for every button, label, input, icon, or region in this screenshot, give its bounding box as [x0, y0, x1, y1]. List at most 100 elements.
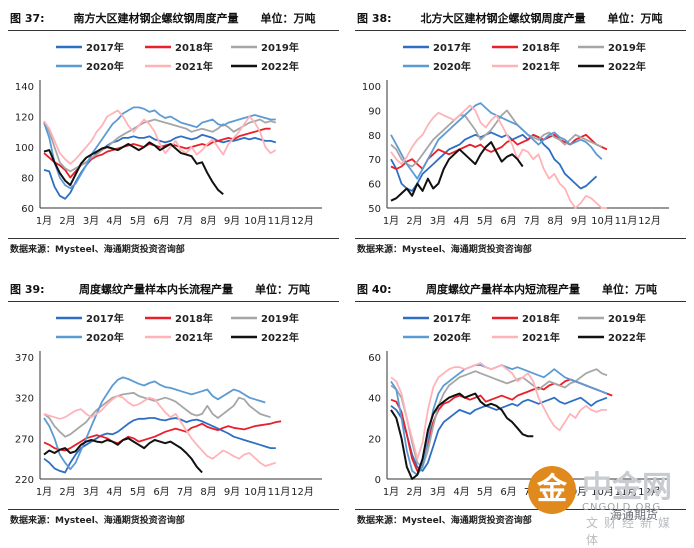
x-tick-label: 1月 — [36, 215, 52, 227]
chart-panel-fig39: 图 39: 周度螺纹产量样本内长流程产量 单位：万吨 220 270 320 370 1… — [0, 271, 347, 541]
figure-number: 图 40: — [357, 283, 392, 296]
legend-label: 2020年 — [86, 331, 124, 344]
legend-label: 2020年 — [433, 60, 471, 73]
x-tick-label: 1月 — [383, 215, 399, 227]
x-tick-label: 12月 — [638, 215, 661, 227]
series-line-2022 — [43, 437, 203, 474]
x-tick-label: 7月 — [177, 486, 193, 498]
series-line-2018 — [43, 420, 282, 452]
series-line-2021 — [43, 395, 277, 467]
legend-label: 2020年 — [433, 331, 471, 344]
x-tick-label: 8月 — [547, 215, 563, 227]
series-line-2019 — [390, 109, 603, 168]
legend-label: 2019年 — [608, 41, 646, 54]
x-tick-label: 6月 — [153, 215, 169, 227]
series-line-2021 — [43, 109, 277, 165]
y-tick-label: 270 — [15, 434, 34, 445]
chart-title: 南方大区建材钢企螺纹钢周度产量 单位：万吨 — [73, 12, 316, 25]
legend-label: 2018年 — [175, 41, 213, 54]
x-tick-label: 6月 — [500, 486, 516, 498]
series-line-2020 — [43, 106, 276, 190]
y-tick-label: 60 — [368, 180, 381, 191]
title-rule — [355, 301, 686, 302]
x-tick-label: 3月 — [83, 215, 99, 227]
chart-title-row: 图 38: 北方大区建材钢企螺纹钢周度产量 单位：万吨 — [357, 8, 686, 28]
y-tick-label: 80 — [368, 131, 381, 142]
title-rule — [8, 30, 339, 31]
series-line-2017 — [43, 417, 276, 474]
y-tick-label: 320 — [15, 394, 34, 405]
source-rule — [8, 238, 339, 239]
x-tick-label: 11月 — [268, 486, 291, 498]
series-line-2019 — [43, 391, 271, 438]
legend-label: 2017年 — [433, 41, 471, 54]
legend-label: 2019年 — [261, 41, 299, 54]
x-tick-label: 7月 — [524, 215, 540, 227]
y-tick-label: 50 — [368, 204, 381, 215]
y-tick-label: 120 — [15, 113, 34, 124]
source-rule — [8, 509, 339, 510]
source-note: 数据来源：Mysteel、海通期货投资咨询部 — [10, 516, 185, 526]
y-tick-label: 100 — [362, 82, 381, 93]
x-tick-label: 6月 — [153, 486, 169, 498]
logo-name: 中金网 — [582, 470, 672, 505]
line-chart-fig39: 220 270 320 370 1月 2月 3月 4月 5月 6月 7月 8月 9月 10月 11月 12月 2… — [15, 312, 322, 498]
x-tick-label: 12月 — [638, 486, 661, 498]
legend-label: 2019年 — [608, 312, 646, 325]
y-tick-label: 0 — [375, 475, 381, 486]
x-tick-label: 9月 — [224, 215, 240, 227]
x-tick-label: 6月 — [500, 215, 516, 227]
y-tick-label: 60 — [368, 353, 381, 364]
x-tick-label: 1月 — [36, 486, 52, 498]
x-tick-label: 8月 — [200, 486, 216, 498]
series-line-2021 — [390, 104, 607, 209]
x-tick-label: 5月 — [477, 215, 493, 227]
legend-label: 2019年 — [261, 312, 299, 325]
legend-label: 2020年 — [86, 60, 124, 73]
legend-label: 2022年 — [608, 60, 646, 73]
source-note: 数据来源：Mysteel、海通期货投资咨询部 — [10, 245, 185, 255]
y-tick-label: 140 — [15, 82, 34, 93]
legend-label: 2017年 — [433, 312, 471, 325]
x-tick-label: 3月 — [430, 215, 446, 227]
x-tick-label: 10月 — [244, 215, 267, 227]
x-tick-label: 3月 — [83, 486, 99, 498]
series-line-2022 — [390, 141, 524, 202]
legend-label: 2017年 — [86, 312, 124, 325]
x-tick-label: 5月 — [130, 215, 146, 227]
y-tick-label: 100 — [15, 143, 34, 154]
x-tick-label: 11月 — [615, 215, 638, 227]
legend-label: 2021年 — [522, 331, 560, 344]
x-tick-label: 10月 — [244, 486, 267, 498]
y-tick-label: 70 — [368, 155, 381, 166]
watermark-logo: 金 中金网 CNGOLD.ORG 文财经新媒体 — [528, 460, 688, 547]
chart-title: 北方大区建材钢企螺纹钢周度产量 单位：万吨 — [420, 12, 663, 25]
x-tick-label: 11月 — [615, 486, 638, 498]
x-tick-label: 7月 — [177, 215, 193, 227]
legend-label: 2018年 — [175, 312, 213, 325]
x-tick-label: 1月 — [383, 486, 399, 498]
y-tick-label: 60 — [21, 204, 34, 215]
line-chart-fig37: 60 80 100 120 140 1月 2月 3月 4月 5月 6月 7月 8月 9月 10月 11月 12月… — [15, 41, 322, 227]
figure-number: 图 39: — [10, 283, 45, 296]
legend-label: 2021年 — [175, 60, 213, 73]
x-tick-label: 8月 — [200, 215, 216, 227]
x-tick-label: 4月 — [106, 486, 122, 498]
x-tick-label: 2月 — [59, 215, 75, 227]
y-tick-label: 20 — [368, 434, 381, 445]
source-note: 数据来源：Mysteel、海通期货投资咨询部 — [357, 245, 532, 255]
x-tick-label: 5月 — [477, 486, 493, 498]
x-tick-label: 2月 — [406, 215, 422, 227]
x-tick-label: 2月 — [406, 486, 422, 498]
series-line-2022 — [390, 392, 534, 480]
source-rule — [355, 509, 686, 510]
x-tick-label: 4月 — [453, 215, 469, 227]
logo-site: CNGOLD.ORG — [582, 502, 662, 513]
series-line-2019 — [390, 368, 608, 468]
chart-title: 周度螺纹产量样本内长流程产量 单位：万吨 — [79, 283, 310, 296]
watermark-overlay-text: 海通期货 — [610, 508, 659, 522]
x-tick-label: 9月 — [571, 215, 587, 227]
x-tick-label: 4月 — [453, 486, 469, 498]
legend-label: 2022年 — [261, 331, 299, 344]
y-tick-label: 220 — [15, 475, 34, 486]
